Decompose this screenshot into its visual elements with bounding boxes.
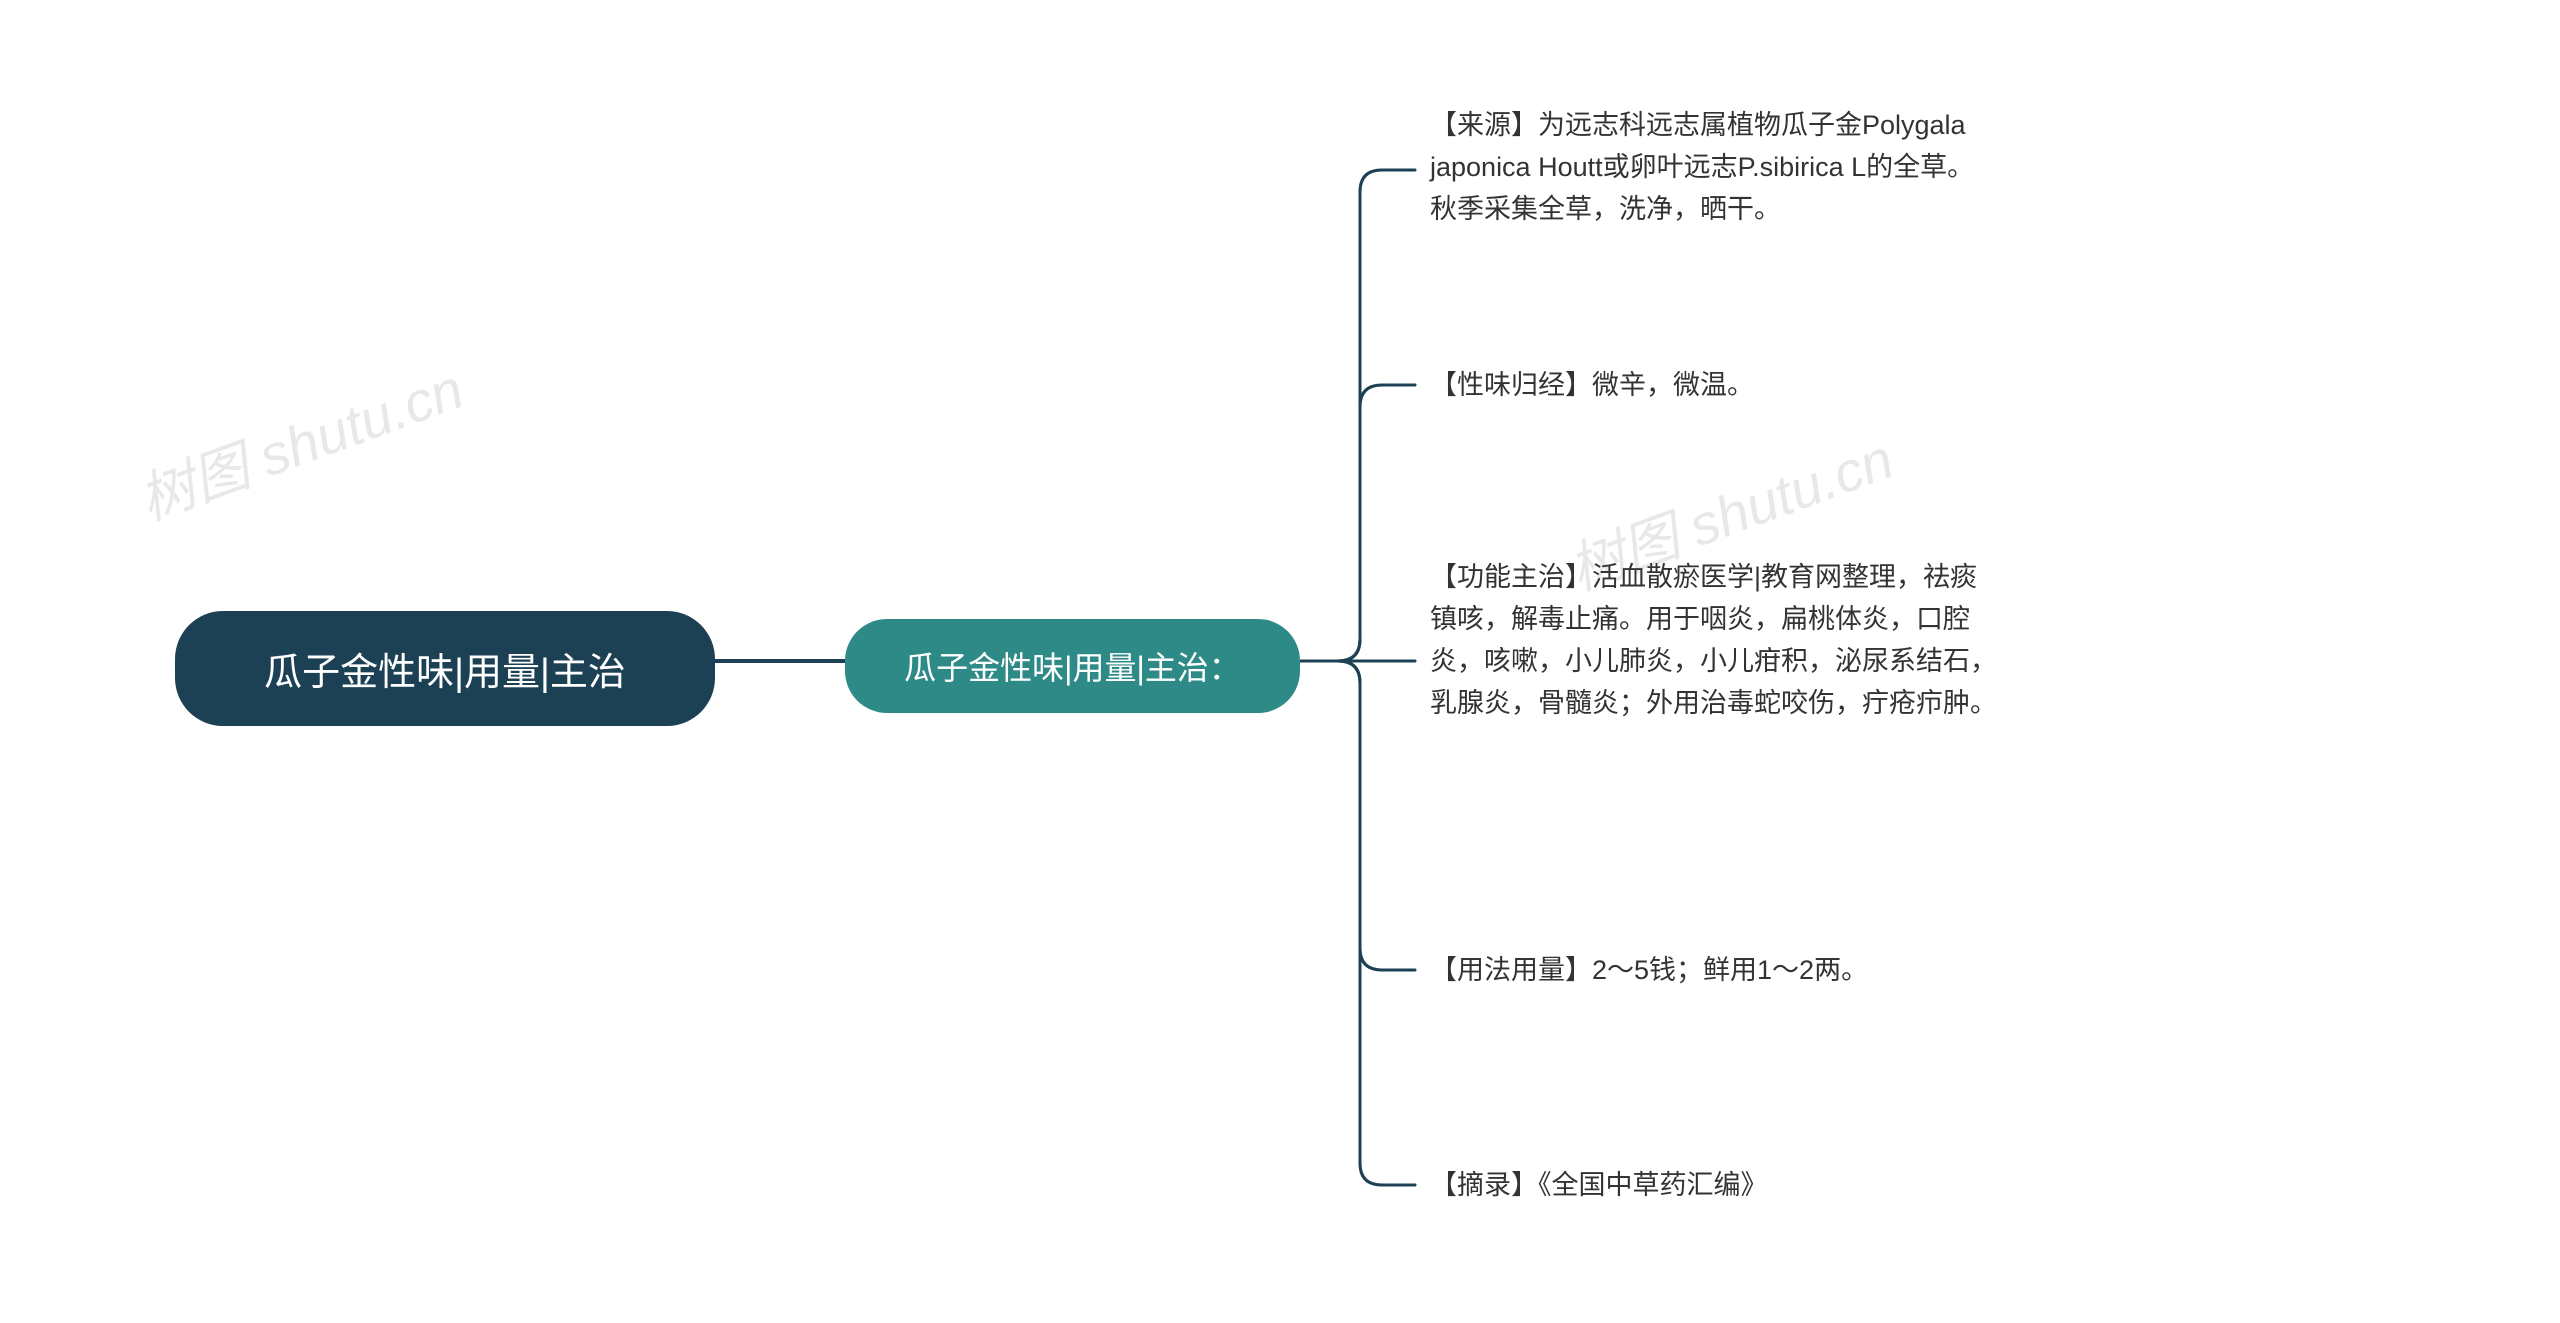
watermark-1: 树图 shutu.cn	[126, 344, 473, 536]
level2-node-label: 瓜子金性味|用量|主治：	[904, 643, 1241, 689]
leaf-node-function: 【功能主治】活血散瘀医学|教育网整理，祛痰镇咳，解毒止痛。用于咽炎，扁桃体炎，口…	[1430, 557, 2000, 724]
root-node: 瓜子金性味|用量|主治	[175, 611, 715, 726]
leaf-node-dosage: 【用法用量】2～5钱；鲜用1～2两。	[1430, 950, 1868, 992]
leaf-node-nature: 【性味归经】微辛，微温。	[1430, 365, 1754, 407]
leaf-node-excerpt: 【摘录】《全国中草药汇编》	[1430, 1165, 1768, 1207]
mindmap-container: 树图 shutu.cn 树图 shutu.cn 瓜子金性味|用量|主治 瓜子金性…	[0, 0, 2560, 1323]
leaf-node-source: 【来源】为远志科远志属植物瓜子金Polygala japonica Houtt或…	[1430, 105, 2000, 231]
level2-node: 瓜子金性味|用量|主治：	[845, 619, 1300, 713]
leaf-text: 【摘录】《全国中草药汇编》	[1430, 1170, 1768, 1200]
leaf-text: 【用法用量】2～5钱；鲜用1～2两。	[1430, 955, 1868, 985]
root-node-label: 瓜子金性味|用量|主治	[264, 641, 626, 696]
leaf-text: 【性味归经】微辛，微温。	[1430, 370, 1754, 400]
leaf-text: 【来源】为远志科远志属植物瓜子金Polygala japonica Houtt或…	[1430, 110, 1974, 224]
leaf-text: 【功能主治】活血散瘀医学|教育网整理，祛痰镇咳，解毒止痛。用于咽炎，扁桃体炎，口…	[1430, 562, 1997, 718]
